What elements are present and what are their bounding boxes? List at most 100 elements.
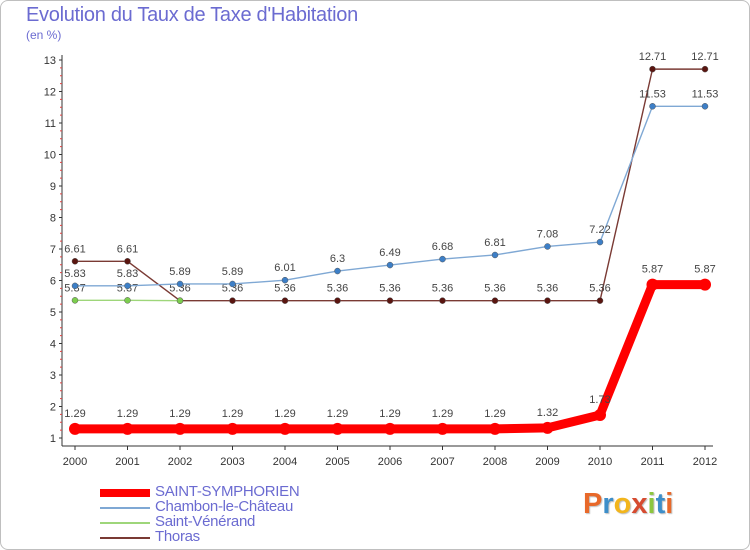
data-point-chambon-le-ch-teau [281, 276, 289, 284]
y-tick-label: 13 [44, 55, 56, 67]
data-label-thoras: 5.36 [327, 283, 348, 295]
x-tick-label: 2009 [535, 456, 559, 468]
data-label-saint-symphorien: 1.32 [537, 407, 558, 419]
legend-swatch [100, 536, 150, 539]
legend-item: Chambon-le-Château [100, 498, 400, 515]
data-point-chambon-le-ch-teau [596, 238, 604, 246]
data-label-chambon-le-ch-teau: 6.81 [484, 237, 505, 249]
x-tick-label: 2001 [115, 456, 139, 468]
data-point-saint-v-n-rand [176, 297, 184, 304]
data-label-thoras: 12.71 [691, 51, 719, 63]
data-point-saint-symphorien [436, 422, 449, 435]
y-tick-label: 10 [44, 150, 56, 162]
legend-swatch [100, 488, 150, 497]
data-point-thoras [229, 297, 236, 304]
logo-letter: t [655, 488, 666, 520]
proxiti-logo: Proxiti [583, 488, 673, 521]
data-point-thoras [281, 297, 289, 304]
data-point-chambon-le-ch-teau [544, 243, 551, 250]
data-label-chambon-le-ch-teau: 11.53 [692, 88, 719, 100]
data-point-saint-symphorien [279, 422, 291, 435]
data-label-chambon-le-ch-teau: 5.83 [117, 268, 138, 280]
legend-swatch [100, 506, 150, 509]
legend-label: Saint-Vénérand [155, 513, 256, 530]
y-tick-label: 5 [50, 307, 56, 319]
data-point-chambon-le-ch-teau [386, 261, 394, 269]
y-tick-label: 7 [50, 244, 56, 256]
data-label-chambon-le-ch-teau: 7.08 [537, 228, 558, 240]
data-label-saint-symphorien: 1.29 [169, 408, 190, 420]
data-label-thoras: 6.61 [117, 243, 138, 255]
x-tick-label: 2005 [325, 456, 349, 468]
data-label-thoras: 6.61 [64, 243, 85, 255]
data-point-chambon-le-ch-teau [649, 103, 656, 110]
logo-letter: i [665, 488, 674, 520]
y-tick-label: 4 [50, 339, 56, 351]
data-point-saint-symphorien [699, 278, 711, 291]
data-label-thoras: 5.36 [589, 283, 610, 295]
legend-label: Thoras [155, 528, 200, 545]
data-label-saint-symphorien: 5.87 [694, 264, 715, 276]
x-tick-label: 2011 [641, 456, 665, 468]
data-label-thoras: 12.71 [639, 51, 667, 63]
data-label-chambon-le-ch-teau: 5.89 [222, 266, 243, 278]
data-point-saint-symphorien [489, 422, 501, 435]
data-point-thoras [701, 65, 709, 73]
data-label-saint-symphorien: 1.29 [379, 408, 400, 420]
data-label-saint-symphorien: 1.29 [222, 408, 243, 420]
chart-title: Evolution du Taux de Taxe d'Habitation [26, 4, 358, 26]
data-label-thoras: 5.36 [537, 283, 558, 295]
data-point-saint-symphorien [174, 422, 186, 435]
data-point-thoras [649, 65, 656, 73]
data-point-saint-symphorien [69, 422, 81, 435]
data-label-saint-symphorien: 1.29 [64, 408, 85, 420]
x-tick-label: 2012 [693, 456, 717, 468]
data-label-saint-symphorien: 1.29 [117, 408, 138, 420]
chart-legend: SAINT-SYMPHORIEN Chambon-le-Château Saint-… [100, 483, 400, 545]
data-point-saint-symphorien [384, 422, 396, 435]
data-point-thoras [71, 258, 79, 265]
data-label-thoras: 5.36 [274, 283, 295, 295]
data-label-chambon-le-ch-teau: 5.89 [169, 266, 190, 278]
y-tick-label: 11 [45, 118, 56, 130]
data-point-saint-symphorien [121, 422, 134, 435]
legend-swatch [100, 521, 150, 524]
data-point-chambon-le-ch-teau [229, 280, 236, 288]
data-point-chambon-le-ch-teau [439, 255, 446, 263]
data-point-thoras [334, 297, 341, 304]
data-point-saint-symphorien [331, 422, 344, 435]
data-point-saint-v-n-rand [124, 297, 131, 304]
data-point-chambon-le-ch-teau [124, 282, 131, 290]
data-point-saint-symphorien [541, 421, 554, 434]
y-tick-label: 12 [44, 87, 56, 99]
y-tick-label: 9 [50, 181, 56, 193]
data-label-chambon-le-ch-teau: 11.53 [639, 88, 666, 100]
data-label-chambon-le-ch-teau: 7.22 [589, 224, 610, 236]
data-label-chambon-le-ch-teau: 6.3 [330, 253, 345, 265]
legend-item: Saint-Vénérand [100, 513, 400, 530]
data-point-saint-symphorien [226, 422, 239, 435]
data-label-saint-symphorien: 1.73 [589, 394, 610, 406]
legend-item: Thoras [100, 528, 400, 545]
legend-label: Chambon-le-Château [155, 498, 294, 515]
data-point-chambon-le-ch-teau [71, 282, 79, 290]
data-point-chambon-le-ch-teau [334, 267, 341, 275]
y-tick-label: 3 [50, 370, 56, 382]
data-point-thoras [386, 297, 394, 304]
data-point-thoras [124, 258, 131, 265]
data-point-thoras [596, 297, 604, 304]
data-label-thoras: 5.36 [432, 283, 453, 295]
x-tick-label: 2006 [378, 456, 402, 468]
chart-subtitle: (en %) [26, 28, 62, 42]
data-point-saint-v-n-rand [71, 297, 79, 304]
logo-letter: i [647, 488, 656, 520]
logo-letter: P [583, 488, 603, 520]
x-tick-label: 2004 [273, 456, 297, 468]
data-point-chambon-le-ch-teau [176, 280, 184, 288]
data-label-thoras: 5.36 [169, 283, 190, 295]
y-tick-label: 8 [50, 213, 56, 225]
data-point-chambon-le-ch-teau [701, 103, 709, 110]
data-label-thoras: 5.36 [222, 283, 243, 295]
